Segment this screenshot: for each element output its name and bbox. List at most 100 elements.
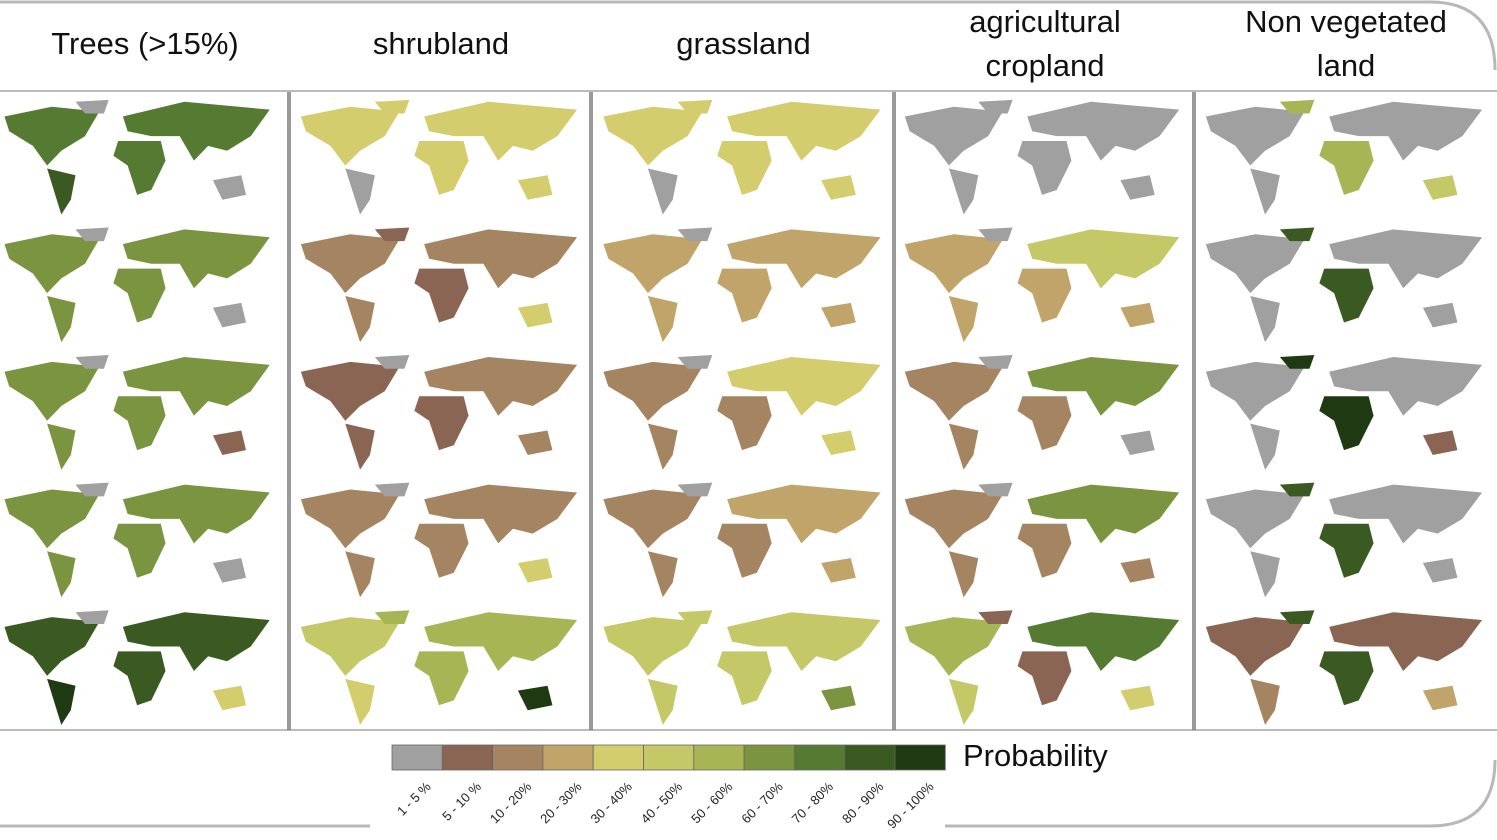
continent xyxy=(1120,686,1154,711)
map-cell xyxy=(301,355,577,470)
continent xyxy=(113,396,165,450)
continent xyxy=(1206,617,1305,676)
continent xyxy=(113,269,165,323)
continent xyxy=(1319,396,1373,450)
continent xyxy=(4,490,99,549)
continent xyxy=(47,296,75,342)
map-cell xyxy=(1206,483,1482,598)
legend-label: 80 - 90% xyxy=(839,779,887,827)
continent xyxy=(949,551,978,597)
continent xyxy=(113,141,165,195)
continent xyxy=(821,431,856,456)
continent xyxy=(1018,524,1072,578)
continent xyxy=(1319,524,1373,578)
map-cell xyxy=(603,227,880,342)
map-cell xyxy=(603,610,880,725)
column-header: Trees (>15%) xyxy=(51,26,239,61)
column-header: land xyxy=(1317,48,1376,83)
continent xyxy=(1250,424,1280,470)
continent xyxy=(518,558,553,583)
continent xyxy=(4,617,99,676)
legend-swatch xyxy=(895,745,945,770)
map-cell xyxy=(4,355,269,470)
continent xyxy=(603,490,702,549)
legend-swatch xyxy=(694,745,744,770)
legend-swatch xyxy=(392,745,442,770)
map-cell xyxy=(4,227,269,342)
continent xyxy=(345,424,375,470)
continent xyxy=(717,269,771,323)
continent xyxy=(518,303,553,328)
continent xyxy=(213,175,246,200)
map-cell xyxy=(603,355,880,470)
continent xyxy=(648,551,678,597)
continent xyxy=(905,490,1003,549)
legend-swatch xyxy=(493,745,543,770)
continent xyxy=(949,679,978,725)
continent xyxy=(949,424,978,470)
continent xyxy=(301,107,400,166)
continent xyxy=(905,362,1003,421)
continent xyxy=(717,651,771,705)
continent xyxy=(603,107,702,166)
map-cell xyxy=(301,227,577,342)
continent xyxy=(213,686,246,711)
legend-swatch xyxy=(543,745,593,770)
continent xyxy=(717,141,771,195)
legend-title: Probability xyxy=(963,738,1108,773)
continent xyxy=(1018,141,1072,195)
continent xyxy=(1319,651,1373,705)
continent xyxy=(1018,269,1072,323)
continent xyxy=(1423,558,1458,583)
continent xyxy=(603,234,702,293)
legend: 1 - 5 %5 - 10 %10 - 20%20 - 30%30 - 40%4… xyxy=(392,738,1108,831)
legend-swatch xyxy=(744,745,794,770)
legend-label: 70 - 80% xyxy=(789,779,837,827)
continent xyxy=(414,524,468,578)
map-cell xyxy=(4,610,269,725)
legend-label: 1 - 5 % xyxy=(394,779,434,819)
continent xyxy=(1250,296,1280,342)
continent xyxy=(301,617,400,676)
continent xyxy=(1423,431,1458,456)
continent xyxy=(1250,551,1280,597)
legend-label: 20 - 30% xyxy=(537,779,585,827)
continent xyxy=(949,296,978,342)
legend-label: 60 - 70% xyxy=(738,779,786,827)
continent xyxy=(113,651,165,705)
map-cell xyxy=(1206,610,1482,725)
map-cell xyxy=(301,610,577,725)
continent xyxy=(648,296,678,342)
map-cell xyxy=(905,100,1179,215)
continent xyxy=(414,651,468,705)
continent xyxy=(648,168,678,214)
continent xyxy=(905,234,1003,293)
continent xyxy=(47,679,75,725)
continent xyxy=(345,679,375,725)
continent xyxy=(1120,303,1154,328)
legend-label: 5 - 10 % xyxy=(439,779,484,824)
continent xyxy=(1250,168,1280,214)
continent xyxy=(213,303,246,328)
continent xyxy=(648,679,678,725)
continent xyxy=(213,431,246,456)
continent xyxy=(1250,679,1280,725)
continent xyxy=(4,362,99,421)
legend-swatch xyxy=(644,745,694,770)
map-cell xyxy=(4,100,269,215)
continent xyxy=(1206,490,1305,549)
map-cell xyxy=(905,483,1179,598)
column-separator xyxy=(589,92,593,730)
legend-swatch xyxy=(442,745,492,770)
continent xyxy=(717,396,771,450)
continent xyxy=(1423,303,1458,328)
continent xyxy=(1423,175,1458,200)
legend-label: 50 - 60% xyxy=(688,779,736,827)
continent xyxy=(1206,107,1305,166)
continent xyxy=(717,524,771,578)
continent xyxy=(47,424,75,470)
continent xyxy=(821,558,856,583)
continent xyxy=(905,617,1003,676)
continent xyxy=(4,107,99,166)
column-separator xyxy=(287,92,291,730)
